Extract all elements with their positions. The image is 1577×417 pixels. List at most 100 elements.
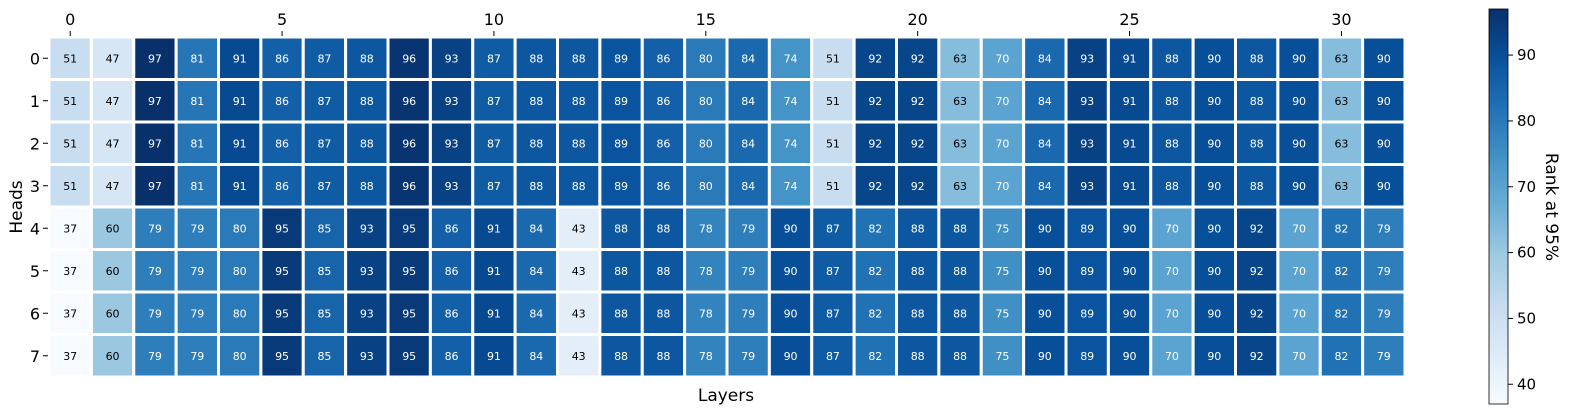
heatmap-cell-value: 90	[1207, 307, 1221, 320]
heatmap-cell-value: 92	[911, 180, 925, 193]
heatmap-cell-value: 89	[1080, 307, 1094, 320]
heatmap-cell-value: 88	[953, 222, 967, 235]
heatmap-cell-value: 79	[148, 350, 162, 363]
heatmap-cell-value: 37	[63, 307, 77, 320]
heatmap-cell-value: 47	[106, 137, 120, 150]
heatmap-cell	[810, 290, 856, 336]
heatmap-cell-value: 90	[1123, 222, 1137, 235]
heatmap-cell-value: 51	[826, 180, 840, 193]
heatmap-cell-value: 93	[360, 222, 374, 235]
heatmap-cell-value: 88	[529, 180, 543, 193]
heatmap-cell	[1064, 120, 1110, 166]
heatmap-cell-value: 88	[614, 307, 628, 320]
x-axis-label: Layers	[698, 386, 754, 406]
heatmap-cell-value: 88	[953, 350, 967, 363]
heatmap-cell-value: 79	[190, 307, 204, 320]
heatmap-cell-value: 37	[63, 265, 77, 278]
heatmap-cell-value: 86	[445, 307, 459, 320]
heatmap-cell-value: 88	[1165, 95, 1179, 108]
heatmap-cell-value: 90	[1123, 307, 1137, 320]
heatmap-cell-value: 90	[1292, 52, 1306, 65]
heatmap-cell-value: 90	[1038, 222, 1052, 235]
heatmap-cell	[1106, 163, 1153, 209]
heatmap-cell-value: 93	[360, 307, 374, 320]
heatmap-cell-value: 87	[317, 52, 331, 65]
heatmap-cell-value: 60	[106, 350, 120, 363]
heatmap-cell-value: 90	[1377, 52, 1391, 65]
y-tick-label: 1	[30, 92, 40, 111]
y-tick-label: 6	[30, 304, 40, 323]
heatmap-cell-value: 87	[317, 137, 331, 150]
heatmap-cell-value: 70	[995, 137, 1009, 150]
heatmap-cell-value: 79	[1377, 307, 1391, 320]
heatmap-cell-value: 93	[360, 265, 374, 278]
heatmap-cell-value: 70	[1292, 307, 1306, 320]
heatmap-cell-value: 93	[445, 137, 459, 150]
heatmap-cell-value: 92	[1250, 350, 1264, 363]
colorbar-label: Rank at 95%	[1541, 153, 1561, 261]
heatmap-cell-value: 97	[148, 137, 162, 150]
heatmap-cell	[1064, 290, 1110, 336]
heatmap-cell-value: 78	[699, 265, 713, 278]
heatmap-cell	[1361, 333, 1407, 379]
heatmap-cell-value: 88	[360, 180, 374, 193]
heatmap-cell-value: 81	[190, 95, 204, 108]
heatmap-cell-value: 82	[868, 350, 882, 363]
heatmap-cell-value: 90	[1292, 180, 1306, 193]
heatmap-cell	[1318, 35, 1365, 81]
heatmap-cell	[174, 120, 220, 166]
heatmap-cell-value: 91	[487, 265, 501, 278]
heatmap-cell-value: 88	[911, 307, 925, 320]
heatmap-cell	[174, 290, 220, 336]
heatmap-cell-value: 70	[1292, 222, 1306, 235]
heatmap-cell-value: 88	[572, 180, 586, 193]
x-tick-label: 15	[696, 10, 716, 29]
heatmap-cell-value: 60	[106, 307, 120, 320]
heatmap-cell-value: 89	[1080, 265, 1094, 278]
heatmap-cell-value: 88	[911, 350, 925, 363]
heatmap-cell-value: 80	[233, 222, 247, 235]
heatmap-cell-value: 91	[487, 222, 501, 235]
heatmap-cell-value: 88	[1165, 137, 1179, 150]
heatmap-cell-value: 90	[784, 350, 798, 363]
heatmap-cell	[1361, 78, 1407, 124]
heatmap-cell-value: 89	[614, 137, 628, 150]
heatmap-cell-value: 79	[148, 307, 162, 320]
heatmap-cell-value: 79	[190, 350, 204, 363]
heatmap-cell-value: 70	[995, 95, 1009, 108]
heatmap-cell	[1234, 78, 1280, 124]
heatmap-cell	[1022, 163, 1068, 209]
heatmap-cell-value: 93	[1080, 180, 1094, 193]
heatmap-cell-value: 86	[275, 95, 289, 108]
x-tick-label: 10	[484, 10, 504, 29]
heatmap-cell-value: 88	[529, 137, 543, 150]
heatmap-cell	[810, 163, 856, 209]
heatmap-cell-value: 92	[1250, 307, 1264, 320]
heatmap-cell-value: 90	[1123, 265, 1137, 278]
heatmap-cell-value: 88	[1250, 95, 1264, 108]
heatmap-cell-value: 51	[63, 52, 77, 65]
y-tick-label: 7	[30, 347, 40, 366]
heatmap-cell-value: 85	[317, 350, 331, 363]
heatmap-cell-value: 87	[487, 52, 501, 65]
heatmap-cell-value: 92	[911, 95, 925, 108]
heatmap-cell-value: 82	[868, 222, 882, 235]
heatmap-cell-value: 84	[529, 222, 543, 235]
colorbar-tick-label: 50	[1517, 309, 1536, 327]
heatmap-cell-value: 91	[1123, 52, 1137, 65]
heatmap-cell-value: 91	[487, 307, 501, 320]
heatmap-cell-value: 93	[445, 95, 459, 108]
heatmap-cell-value: 88	[1250, 180, 1264, 193]
heatmap-cell-value: 43	[572, 222, 586, 235]
heatmap-cell-value: 96	[402, 95, 416, 108]
heatmap-cell	[683, 78, 729, 124]
heatmap-cell	[1191, 248, 1237, 294]
heatmap-cell	[1149, 290, 1195, 336]
heatmap-cell-value: 90	[784, 222, 798, 235]
heatmap-cell-value: 92	[911, 52, 925, 65]
heatmap-cell-value: 74	[784, 52, 798, 65]
heatmap-cell	[1276, 163, 1322, 209]
heatmap-cell	[810, 78, 856, 124]
heatmap-cell-value: 91	[1123, 95, 1137, 108]
